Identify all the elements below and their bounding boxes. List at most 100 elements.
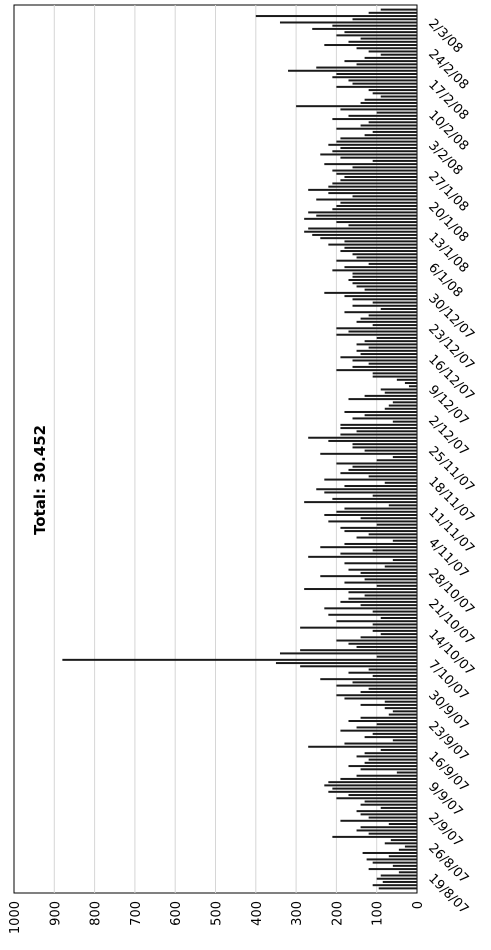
bar xyxy=(344,581,417,584)
bar xyxy=(356,47,417,50)
bar xyxy=(336,140,417,143)
bar xyxy=(368,758,417,761)
bar xyxy=(372,301,417,304)
bar xyxy=(344,175,417,178)
bar xyxy=(360,636,417,639)
bar xyxy=(356,320,417,323)
bar xyxy=(356,829,417,832)
bar xyxy=(356,430,417,433)
bar xyxy=(356,343,417,346)
bar xyxy=(368,262,417,265)
bar xyxy=(348,79,417,82)
bar xyxy=(404,382,417,385)
bar xyxy=(364,752,417,755)
bar xyxy=(328,192,417,195)
bar xyxy=(332,835,417,838)
bar xyxy=(352,359,417,362)
bar xyxy=(352,681,417,684)
bar xyxy=(360,803,417,806)
bar xyxy=(398,871,417,874)
bar xyxy=(392,739,417,742)
bar xyxy=(304,588,417,591)
bar xyxy=(364,594,417,597)
bar xyxy=(356,285,417,288)
bar xyxy=(392,401,417,404)
bar xyxy=(304,217,417,220)
bar xyxy=(340,777,417,780)
value-tick-label: 200 xyxy=(330,901,345,926)
bar xyxy=(340,137,417,140)
value-tick-label: 100 xyxy=(371,901,386,926)
bar xyxy=(344,410,417,413)
bar xyxy=(352,253,417,256)
bar xyxy=(336,327,417,330)
bar xyxy=(364,761,417,764)
bar xyxy=(368,668,417,671)
bar xyxy=(324,491,417,494)
bar xyxy=(364,98,417,101)
bars xyxy=(62,8,418,890)
bar xyxy=(380,748,417,751)
bar xyxy=(328,185,417,188)
bar xyxy=(372,610,417,613)
bar xyxy=(372,674,417,677)
bar xyxy=(364,134,417,137)
bar xyxy=(372,629,417,632)
bar xyxy=(348,597,417,600)
bar xyxy=(340,423,417,426)
bar xyxy=(372,324,417,327)
bar xyxy=(336,684,417,687)
bar xyxy=(360,571,417,574)
bar xyxy=(352,304,417,307)
bar xyxy=(384,565,417,568)
bar xyxy=(308,745,417,748)
bar xyxy=(364,578,417,581)
bar xyxy=(376,723,417,726)
bar xyxy=(348,671,417,674)
bar xyxy=(376,111,417,114)
bar xyxy=(344,246,417,249)
value-tick-label: 800 xyxy=(89,901,104,926)
bar xyxy=(340,433,417,436)
bar xyxy=(344,60,417,63)
bar xyxy=(364,414,417,417)
bar xyxy=(408,385,417,388)
bar xyxy=(336,639,417,642)
bar xyxy=(332,150,417,153)
bar xyxy=(360,768,417,771)
bar xyxy=(352,282,417,285)
bar xyxy=(340,729,417,732)
bar xyxy=(320,452,417,455)
bar xyxy=(368,362,417,365)
bar xyxy=(324,291,417,294)
bar xyxy=(360,353,417,356)
date-axis-labels: 19/8/0726/8/072/9/079/9/0716/9/0723/9/07… xyxy=(425,16,477,917)
bar xyxy=(348,224,417,227)
bar xyxy=(360,826,417,829)
bar xyxy=(340,526,417,529)
bar xyxy=(328,439,417,442)
bar xyxy=(328,520,417,523)
bar xyxy=(360,101,417,104)
bar xyxy=(288,69,417,72)
bar xyxy=(360,37,417,40)
bar xyxy=(380,8,417,11)
bar xyxy=(348,568,417,571)
bar xyxy=(344,266,417,269)
bar xyxy=(368,346,417,349)
bar xyxy=(324,784,417,787)
bar xyxy=(328,243,417,246)
bar xyxy=(328,613,417,616)
bar xyxy=(392,864,417,867)
bar xyxy=(352,446,417,449)
bar xyxy=(352,443,417,446)
bar xyxy=(344,295,417,298)
bar xyxy=(308,555,417,558)
bar xyxy=(360,691,417,694)
bar xyxy=(392,710,417,713)
bar xyxy=(340,356,417,359)
bar xyxy=(344,742,417,745)
bar xyxy=(372,623,417,626)
value-tick-label: 500 xyxy=(210,901,225,926)
bar xyxy=(336,333,417,336)
